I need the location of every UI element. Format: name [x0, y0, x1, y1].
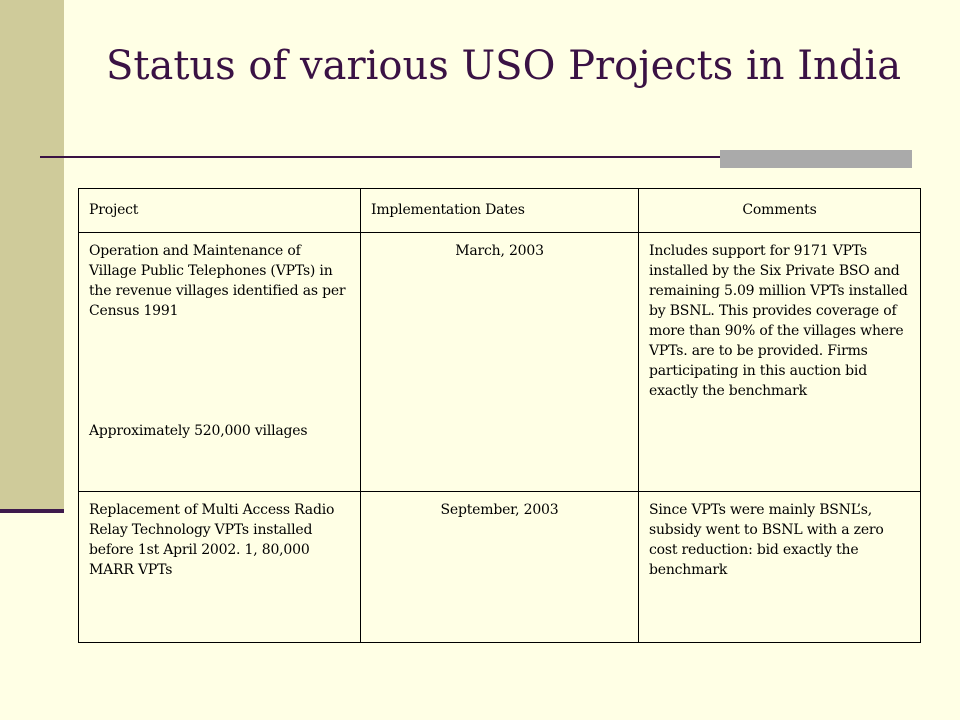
header-project: Project: [78, 188, 361, 233]
header-implementation-dates: Implementation Dates: [360, 188, 639, 233]
table-row: Operation and Maintenance of Village Pub…: [78, 232, 921, 492]
left-decor-bar: [0, 0, 64, 510]
table-header-row: Project Implementation Dates Comments: [78, 188, 921, 233]
header-comments: Comments: [638, 188, 921, 233]
comments-cell: Includes support for 9171 VPTs installed…: [638, 232, 921, 492]
uso-projects-table: Project Implementation Dates Comments Op…: [78, 188, 921, 643]
slide-title: Status of various USO Projects in India: [106, 43, 902, 89]
project-cell: Operation and Maintenance of Village Pub…: [78, 232, 361, 492]
project-note: Approximately 520,000 villages: [89, 423, 308, 439]
title-underline: [40, 156, 912, 158]
title-accent-bar: [720, 150, 912, 168]
comments-cell: Since VPTs were mainly BSNL’s, subsidy w…: [638, 491, 921, 643]
implementation-date-cell: March, 2003: [360, 232, 639, 492]
project-cell: Replacement of Multi Access Radio Relay …: [78, 491, 361, 643]
left-decor-bar-foot: [0, 509, 64, 513]
implementation-date-cell: September, 2003: [360, 491, 639, 643]
project-description: Operation and Maintenance of Village Pub…: [89, 243, 346, 319]
table-row: Replacement of Multi Access Radio Relay …: [78, 491, 921, 643]
